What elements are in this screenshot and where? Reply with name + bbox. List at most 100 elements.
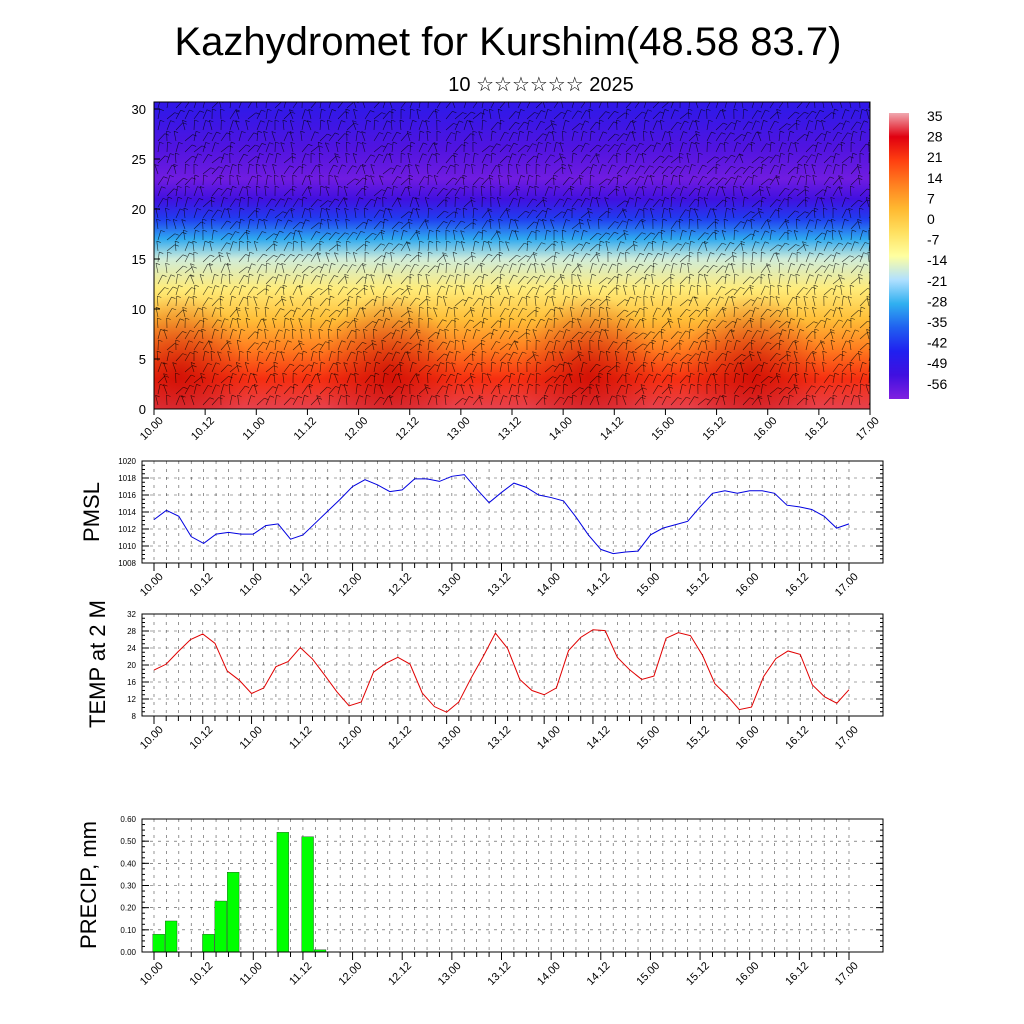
xtick-label: 15.00	[634, 724, 662, 752]
ytick-label: 0.30	[120, 882, 136, 891]
xtick-label: 13.12	[485, 960, 513, 988]
xtick-label: 17.00	[833, 571, 861, 599]
ytick-label: 8	[132, 712, 137, 721]
xtick-label: 15.12	[684, 571, 712, 599]
ytick-label: 1014	[118, 508, 136, 517]
heatmap-xtick-label: 15.00	[649, 415, 677, 443]
heatmap-xtick-label: 13.12	[496, 415, 524, 443]
ytick-label: 32	[127, 610, 136, 619]
xtick-label: 14.00	[535, 960, 563, 988]
xtick-label: 16.00	[734, 571, 762, 599]
ytick-label: 0.60	[120, 815, 136, 824]
heatmap-ytick-label: 0	[139, 402, 146, 417]
grid	[142, 818, 883, 953]
heatmap-ytick-label: 10	[132, 302, 146, 317]
ytick-label: 0.00	[120, 948, 136, 957]
xtick-label: 12.12	[386, 724, 414, 752]
precip-bar	[202, 934, 215, 953]
xtick-label: 12.12	[386, 571, 414, 599]
xtick-label: 10.12	[188, 724, 216, 752]
xtick-label: 12.12	[386, 960, 414, 988]
ytick-label: 16	[127, 678, 136, 687]
precip-axis-label: PRECIP, mm	[76, 821, 101, 949]
colorbar-label: -35	[927, 314, 947, 330]
xtick-label: 16.12	[783, 571, 811, 599]
heatmap-xtick-label: 15.12	[700, 415, 728, 443]
xtick-label: 10.12	[188, 571, 216, 599]
heatmap-xtick-label: 10.00	[138, 415, 166, 443]
xtick-label: 15.00	[634, 960, 662, 988]
xtick-label: 14.12	[585, 571, 613, 599]
xtick-label: 11.00	[237, 960, 264, 987]
xtick-label: 10.00	[138, 724, 166, 752]
heatmap-xtick-label: 12.12	[394, 415, 422, 443]
precip-bar	[152, 934, 165, 953]
xtick-label: 13.12	[485, 724, 513, 752]
grid	[142, 460, 883, 564]
heatmap-xtick-label: 11.00	[240, 415, 267, 442]
xtick-label: 15.00	[634, 571, 662, 599]
pmsl-panel: 1008 1010 1012 1014 1016 1018 1020 10.00 10.12 11…	[118, 457, 884, 599]
colorbar-label: 0	[927, 211, 935, 227]
precip-bar	[276, 832, 289, 953]
colorbar-label: 7	[927, 190, 935, 206]
ytick-label: 1008	[118, 559, 136, 568]
colorbar-label: 28	[927, 129, 943, 145]
xtick-label: 10.12	[188, 960, 216, 988]
pmsl-axis-label: PMSL	[79, 482, 104, 542]
precip-bar	[227, 872, 240, 953]
xtick-label: 13.00	[436, 571, 464, 599]
heatmap-xtick-label: 14.00	[547, 415, 575, 443]
xtick-label: 11.12	[287, 571, 314, 598]
xtick-label: 11.00	[237, 724, 264, 751]
xtick-label: 16.12	[783, 960, 811, 988]
heatmap-xtick-label: 17.00	[854, 415, 882, 443]
colorbar-label: -49	[927, 355, 947, 371]
precip-panel: 0.00 0.10 0.20 0.30 0.40 0.50 0.60 10.00 10.12 11…	[120, 815, 884, 988]
heatmap-xtick-label: 16.12	[803, 415, 831, 443]
xtick-label: 15.12	[684, 960, 712, 988]
heatmap-ytick-label: 25	[132, 152, 146, 167]
ytick-label: 1016	[118, 491, 136, 500]
heatmap-ytick-label: 15	[132, 252, 146, 267]
xtick-label: 13.00	[436, 960, 464, 988]
xtick-label: 14.12	[585, 724, 613, 752]
warm-centre-3	[682, 294, 823, 409]
xtick-label: 13.12	[485, 571, 513, 599]
temp2m-panel: 8 12 16 20 24 28 32 10.00 10.12 11.00 11.12 12.00 12…	[127, 610, 884, 752]
xtick-label: 11.12	[287, 960, 314, 987]
xtick-label: 14.00	[535, 724, 563, 752]
colorbar-ramp	[889, 113, 909, 399]
series-line	[153, 629, 850, 713]
series-line	[153, 474, 850, 555]
heatmap-xtick-label: 14.12	[598, 415, 626, 443]
colorbar-label: -21	[927, 273, 947, 289]
xtick-label: 17.00	[833, 724, 861, 752]
heatmap-xtick-label: 16.00	[752, 415, 780, 443]
ytick-label: 1010	[118, 542, 136, 551]
ytick-label: 12	[127, 695, 136, 704]
warm-centre-0	[154, 294, 250, 409]
xtick-label: 16.00	[734, 724, 762, 752]
heatmap-xtick-label: 11.12	[292, 415, 319, 442]
xtick-label: 11.00	[237, 571, 264, 598]
ytick-label: 28	[127, 627, 136, 636]
colorbar-label: -42	[927, 335, 947, 351]
colorbar-label: -56	[927, 376, 947, 392]
colorbar: 35 28 21 14 7 0 -7 -14 -21 -28 -35 -42 -49 -56	[889, 108, 947, 399]
colorbar-label: -28	[927, 293, 947, 309]
xtick-label: 12.00	[336, 960, 364, 988]
heatmap-field	[154, 102, 870, 409]
ytick-label: 0.50	[120, 837, 136, 846]
xtick-label: 17.00	[833, 960, 861, 988]
heatmap-xtick-label: 10.12	[189, 415, 217, 443]
xtick-label: 11.12	[287, 724, 314, 751]
xtick-label: 13.00	[436, 724, 464, 752]
precip-bar	[214, 900, 227, 953]
colorbar-label: -14	[927, 252, 947, 268]
heatmap-xtick-label: 12.00	[342, 415, 370, 443]
chart-title: Kazhydromet for Kurshim(48.58 83.7)	[175, 20, 842, 64]
ytick-label: 0.10	[120, 926, 136, 935]
ytick-label: 24	[127, 644, 136, 653]
